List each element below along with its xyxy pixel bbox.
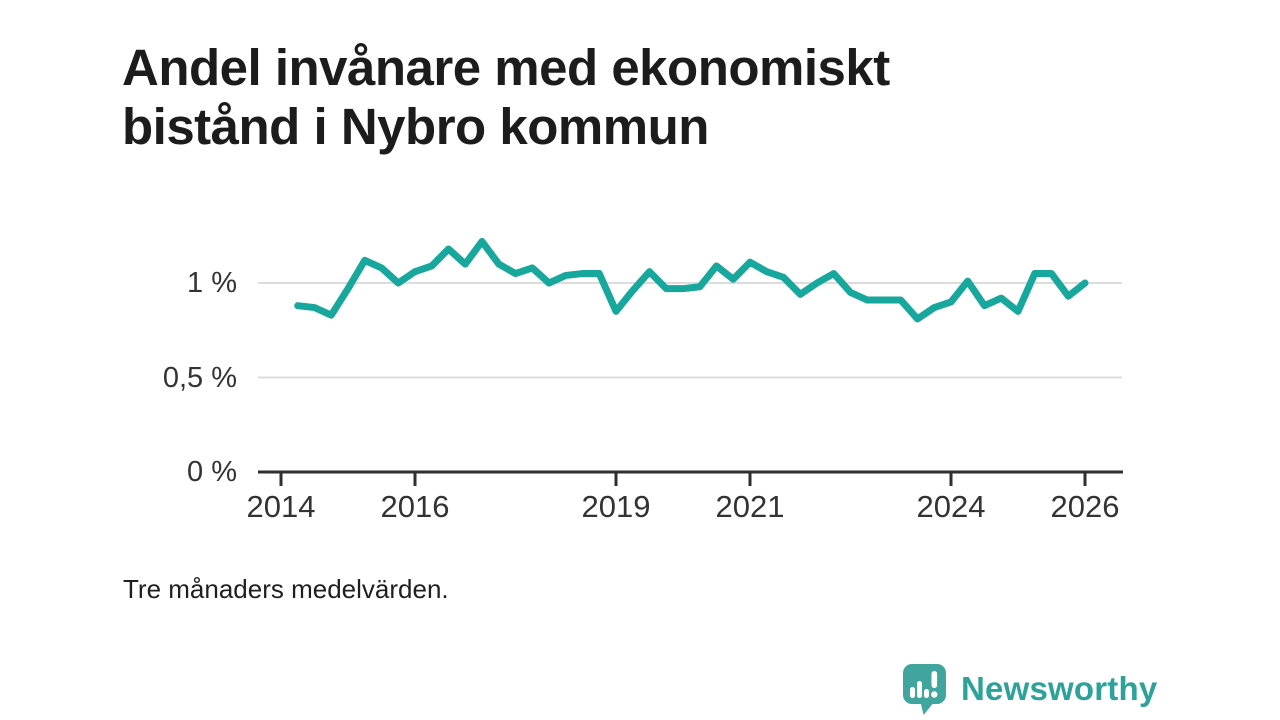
y-axis-tick-label: 1 % xyxy=(187,267,237,299)
chart-title: Andel invånare med ekonomiskt bistånd i … xyxy=(122,38,890,156)
x-axis-tick-label: 2021 xyxy=(715,489,785,524)
data-line xyxy=(294,237,1089,323)
chart-title-line-2: bistånd i Nybro kommun xyxy=(122,98,709,156)
x-axis-tick-label: 2016 xyxy=(380,489,450,524)
newsworthy-wordmark: Newsworthy xyxy=(961,670,1158,707)
y-axis-tick-label: 0 % xyxy=(187,456,237,488)
y-axis-tick-label: 0,5 % xyxy=(162,361,237,394)
x-axis-tick-label: 2026 xyxy=(1050,489,1120,524)
x-axis-tick-label: 2024 xyxy=(916,489,986,524)
newsworthy-speech-bubble-bar-chart-icon xyxy=(903,664,946,715)
chart-footnote: Tre månaders medelvärden. xyxy=(123,574,449,604)
x-axis-tick-label: 2019 xyxy=(581,489,651,524)
newsworthy-logo: Newsworthy xyxy=(901,663,1157,715)
chart-title-line-1: Andel invånare med ekonomiskt xyxy=(122,39,890,97)
x-axis-tick-label: 2014 xyxy=(246,489,316,524)
